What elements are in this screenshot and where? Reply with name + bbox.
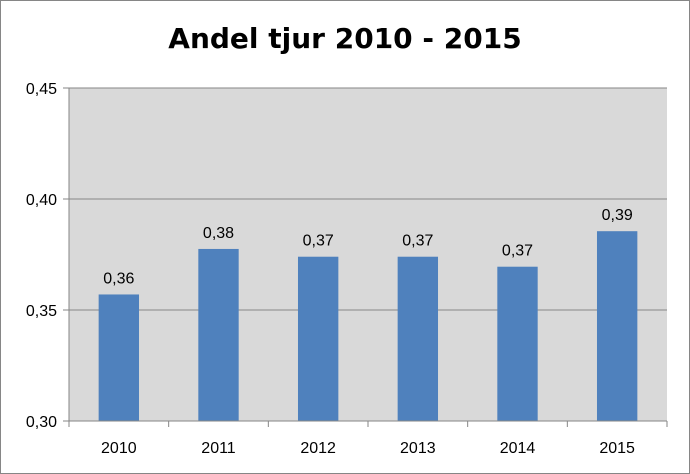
y-tick-label: 0,35: [26, 303, 57, 320]
data-label: 0,39: [602, 207, 633, 224]
data-label: 0,37: [402, 233, 433, 250]
data-label: 0,37: [502, 243, 533, 260]
bar: [198, 248, 239, 421]
plot-area: 0,30 0,35 0,40 0,45 0,36 2010 0,38 2011 0,37 2012…: [26, 81, 668, 457]
bar: [497, 266, 538, 421]
chart-title: Andel tjur 2010 - 2015: [168, 22, 522, 55]
bar: [596, 231, 638, 421]
y-tick-label: 0,40: [26, 192, 57, 209]
x-tick-label: 2012: [300, 440, 336, 457]
x-tick-label: 2013: [400, 440, 436, 457]
x-tick-label: 2014: [500, 440, 536, 457]
x-tick-label: 2011: [201, 440, 236, 457]
data-label: 0,36: [103, 270, 134, 287]
x-tick-label: 2015: [599, 440, 635, 457]
data-label: 0,38: [203, 225, 234, 242]
x-tick-label: 2010: [101, 440, 137, 457]
y-tick-label: 0,45: [26, 81, 57, 98]
bar: [98, 294, 140, 421]
data-label: 0,37: [303, 233, 334, 250]
plot-background: [69, 88, 667, 421]
bar: [397, 256, 439, 421]
y-tick-label: 0,30: [26, 414, 57, 431]
bar: [297, 256, 339, 421]
